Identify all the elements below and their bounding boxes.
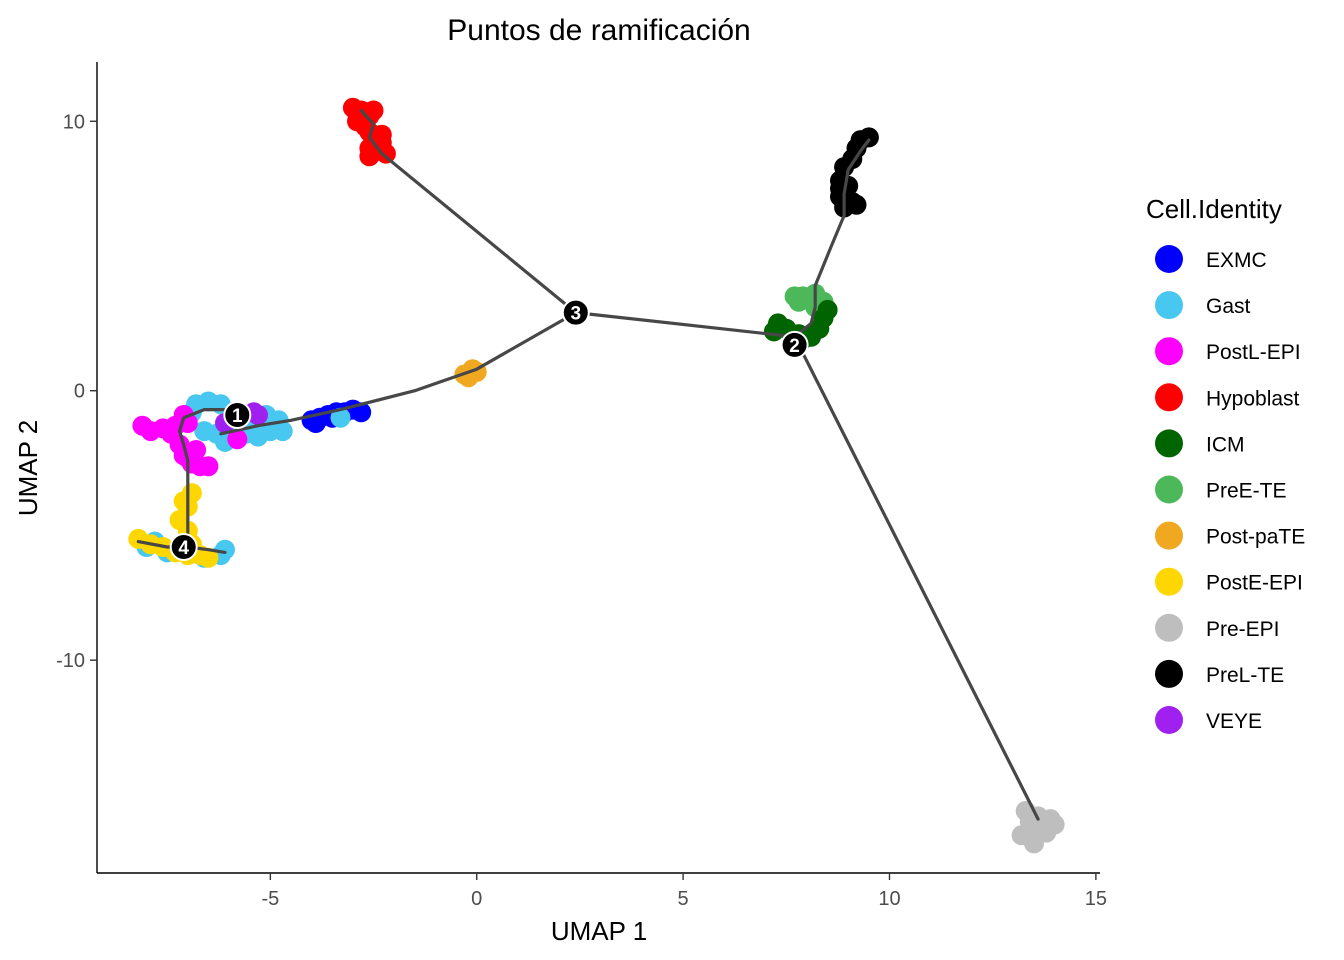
trajectory-segment-2 [792, 138, 871, 339]
trajectory-lines [136, 108, 1040, 821]
branch-point-1: 1 [223, 401, 252, 429]
legend-item-pree-te: PreE-TE [1155, 475, 1287, 504]
legend-swatch [1155, 567, 1183, 596]
trajectory-segment-0 [359, 108, 578, 315]
legend-item-post-pate: Post-paTE [1155, 521, 1305, 550]
legend-item-hypoblast: Hypoblast [1155, 383, 1300, 412]
legend-item-icm: ICM [1155, 429, 1245, 458]
legend-swatch [1155, 337, 1183, 366]
point-gast-14 [268, 410, 289, 431]
y-axis-title: UMAP 2 [13, 420, 43, 516]
trajectory-segment-3 [792, 335, 1040, 821]
point-prel-te-10 [846, 194, 867, 215]
legend-swatch [1155, 659, 1183, 688]
branch-point-4: 4 [169, 533, 198, 561]
legend-label: Hypoblast [1206, 387, 1300, 410]
point-hypoblast-14 [363, 100, 384, 121]
legend-item-postl-epi: PostL-EPI [1155, 337, 1301, 366]
branch-point-2: 2 [780, 330, 809, 359]
legend-label: Gast [1206, 295, 1251, 318]
branch-point-marker [223, 401, 252, 429]
legend-swatch [1155, 291, 1183, 320]
x-tick-label: 15 [1085, 888, 1107, 910]
point-postl-epi-12 [186, 440, 207, 460]
y-axis-ticks: 10 0 -10 [56, 111, 97, 672]
legend-swatch [1155, 475, 1183, 504]
legend-label: PreE-TE [1206, 480, 1287, 503]
y-tick-label: -10 [56, 650, 85, 672]
point-veye-1 [248, 405, 268, 425]
point-pre-epi-8 [1044, 814, 1065, 835]
legend-item-pre-epi: Pre-EPI [1155, 613, 1280, 642]
point-hypoblast-11 [359, 146, 380, 167]
trajectory-segment-5 [178, 408, 252, 549]
point-hypoblast-10 [375, 143, 396, 164]
branch-point-marker [561, 298, 590, 327]
branch-point-3: 3 [561, 298, 590, 327]
legend-swatch [1155, 706, 1183, 734]
point-poste-epi-11 [173, 491, 194, 512]
legend: Cell.Identity EXMC Gast PostL-EPI Hypoblast… [1146, 194, 1305, 734]
branch-point-marker [780, 330, 809, 359]
legend-swatch [1155, 245, 1183, 273]
trajectory-segment-1 [574, 311, 797, 339]
legend-item-gast: Gast [1155, 291, 1251, 320]
point-poste-epi-6 [198, 547, 219, 568]
legend-item-exmc: EXMC [1155, 245, 1267, 273]
point-icm-7 [763, 321, 784, 342]
point-pre-epi-9 [1019, 811, 1040, 832]
legend-label: Post-paTE [1206, 526, 1305, 549]
legend-label: VEYE [1206, 710, 1262, 733]
legend-swatch [1155, 521, 1183, 550]
legend-item-veye: VEYE [1155, 706, 1262, 734]
x-axis-ticks: -5 0 5 10 15 [261, 873, 1107, 910]
point-postl-epi-6 [173, 405, 194, 425]
point-exmc-6 [351, 402, 372, 423]
trajectory-segment-4 [219, 311, 578, 436]
point-hypoblast-13 [342, 97, 363, 118]
y-tick-label: 0 [74, 381, 85, 403]
point-postl-epi-14 [227, 429, 248, 450]
branch-point-label: 1 [232, 406, 243, 427]
point-exmc-8 [305, 413, 326, 433]
x-tick-label: -5 [261, 888, 279, 910]
legend-item-prel-te: PreL-TE [1155, 659, 1284, 688]
legend-label: EXMC [1206, 249, 1267, 272]
x-tick-label: 10 [878, 888, 900, 910]
legend-label: Pre-EPI [1206, 618, 1280, 641]
legend-title: Cell.Identity [1146, 194, 1282, 224]
point-postl-epi-13 [198, 456, 219, 477]
scatter-points [128, 97, 1065, 854]
point-hypoblast-12 [371, 124, 392, 145]
x-tick-label: 5 [678, 888, 689, 910]
point-icm-6 [817, 299, 838, 320]
branch-points: 1 2 3 4 [169, 298, 809, 561]
branch-point-label: 2 [789, 336, 800, 357]
legend-swatch [1155, 613, 1183, 642]
legend-label: PostE-EPI [1206, 572, 1303, 595]
x-tick-label: 0 [471, 888, 482, 910]
y-tick-label: 10 [63, 111, 85, 133]
legend-label: PreL-TE [1206, 664, 1284, 687]
branch-point-label: 4 [178, 538, 189, 559]
point-gast-21 [215, 539, 235, 560]
branch-point-marker [169, 533, 198, 561]
x-axis-title: UMAP 1 [551, 916, 647, 946]
legend-item-poste-epi: PostE-EPI [1155, 567, 1303, 596]
point-pree-te-6 [788, 291, 809, 312]
branch-point-label: 3 [571, 304, 582, 325]
legend-label: ICM [1206, 433, 1245, 456]
legend-label: PostL-EPI [1206, 341, 1301, 364]
legend-swatch [1155, 383, 1183, 412]
point-gast-16 [330, 407, 351, 428]
legend-swatch [1155, 429, 1183, 458]
chart-title: Puntos de ramificación [447, 14, 751, 47]
